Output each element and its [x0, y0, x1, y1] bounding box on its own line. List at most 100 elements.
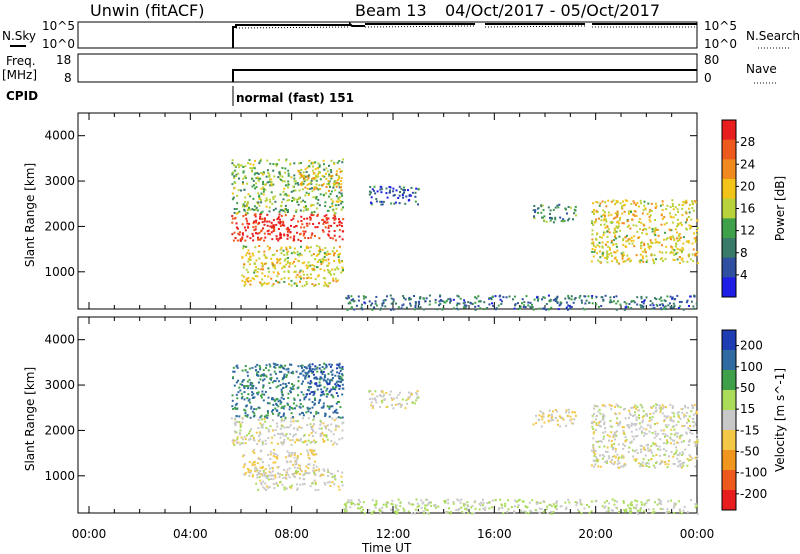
heatmap-cell [621, 257, 624, 260]
heatmap-cell [694, 201, 697, 204]
heatmap-cell [619, 229, 622, 232]
heatmap-cell [435, 506, 437, 509]
heatmap-cell [290, 224, 292, 227]
heatmap-cell [603, 423, 606, 426]
heatmap-cell [309, 370, 312, 373]
heatmap-cell [288, 228, 291, 231]
heatmap-cell [306, 225, 309, 227]
heatmap-cell [688, 428, 691, 431]
heatmap-cell [274, 429, 277, 431]
heatmap-cell [237, 232, 240, 235]
heatmap-cell [580, 512, 583, 515]
heatmap-cell [649, 220, 652, 223]
heatmap-cell [303, 398, 306, 401]
heatmap-cell [257, 472, 260, 474]
heatmap-cell [293, 197, 296, 200]
heatmap-cell [279, 433, 282, 436]
heatmap-cell [651, 230, 654, 233]
heatmap-cell [347, 499, 350, 502]
heatmap-cell [596, 252, 599, 255]
heatmap-cell [618, 511, 621, 513]
heatmap-cell [390, 397, 393, 400]
heatmap-cell [284, 456, 287, 459]
heatmap-cell [681, 214, 684, 217]
heatmap-cell [653, 307, 656, 309]
heatmap-cell [637, 205, 640, 208]
heatmap-cell [327, 424, 329, 427]
heatmap-cell [332, 277, 334, 280]
heatmap-cell [457, 308, 460, 311]
heatmap-cell [234, 169, 237, 172]
heatmap-cell [452, 502, 455, 505]
heatmap-cell [608, 248, 611, 251]
heatmap-cell [315, 465, 318, 468]
heatmap-cell [263, 217, 266, 220]
heatmap-cell [334, 183, 337, 186]
heatmap-cell [328, 270, 331, 273]
heatmap-cell [292, 388, 295, 391]
heatmap-cell [557, 308, 560, 311]
heatmap-cell [631, 435, 634, 438]
heatmap-cell [316, 388, 319, 391]
heatmap-cell [641, 304, 643, 307]
heatmap-cell [336, 380, 339, 383]
heatmap-cell [513, 511, 516, 514]
heatmap-cell [243, 263, 245, 266]
heatmap-cell [246, 209, 249, 211]
heatmap-cell [277, 432, 280, 435]
heatmap-cell [672, 258, 675, 261]
heatmap-cell [598, 217, 600, 220]
heatmap-cell [268, 382, 271, 385]
heatmap-cell [666, 441, 669, 444]
heatmap-cell [576, 501, 579, 504]
heatmap-cell [640, 221, 643, 224]
heatmap-cell [669, 403, 672, 406]
heatmap-cell [283, 373, 286, 376]
heatmap-cell [664, 300, 667, 303]
heatmap-cell [633, 406, 636, 409]
heatmap-cell [548, 300, 551, 303]
heatmap-cell [269, 387, 272, 390]
heatmap-cell [666, 439, 668, 442]
heatmap-cell [285, 385, 288, 387]
heatmap-cell [252, 235, 255, 238]
heatmap-cell [235, 212, 238, 215]
heatmap-cell [303, 174, 306, 177]
heatmap-cell [660, 460, 663, 463]
heatmap-cell [396, 511, 399, 514]
heatmap-cell [293, 177, 296, 180]
heatmap-cell [315, 254, 318, 257]
heatmap-cell [508, 295, 511, 298]
heatmap-cell [304, 375, 307, 378]
heatmap-cell [654, 234, 657, 237]
heatmap-cell [335, 408, 338, 411]
heatmap-cell [241, 395, 244, 398]
heatmap-cell [263, 239, 266, 242]
heatmap-cell [332, 200, 335, 203]
heatmap-cell [251, 232, 254, 235]
heatmap-cell [523, 304, 526, 307]
heatmap-cell [592, 437, 595, 440]
heatmap-cell [280, 416, 283, 418]
heatmap-cell [258, 434, 261, 437]
heatmap-cell [611, 458, 613, 461]
heatmap-cell [539, 501, 542, 504]
heatmap-cell [680, 250, 683, 252]
heatmap-cell [342, 421, 345, 424]
heatmap-cell [623, 444, 626, 447]
heatmap-cell [565, 424, 567, 427]
heatmap-cell [293, 180, 296, 183]
heatmap-cell [550, 306, 553, 309]
heatmap-cell [242, 233, 244, 236]
heatmap-cell [313, 186, 316, 189]
heatmap-cell [335, 425, 338, 428]
heatmap-cell [293, 271, 296, 273]
heatmap-cell [652, 443, 655, 446]
heatmap-cell [302, 478, 305, 480]
heatmap-cell [556, 295, 559, 298]
heatmap-cell [687, 240, 690, 242]
heatmap-cell [260, 458, 263, 461]
heatmap-cell [403, 509, 406, 512]
heatmap-cell [255, 468, 258, 471]
